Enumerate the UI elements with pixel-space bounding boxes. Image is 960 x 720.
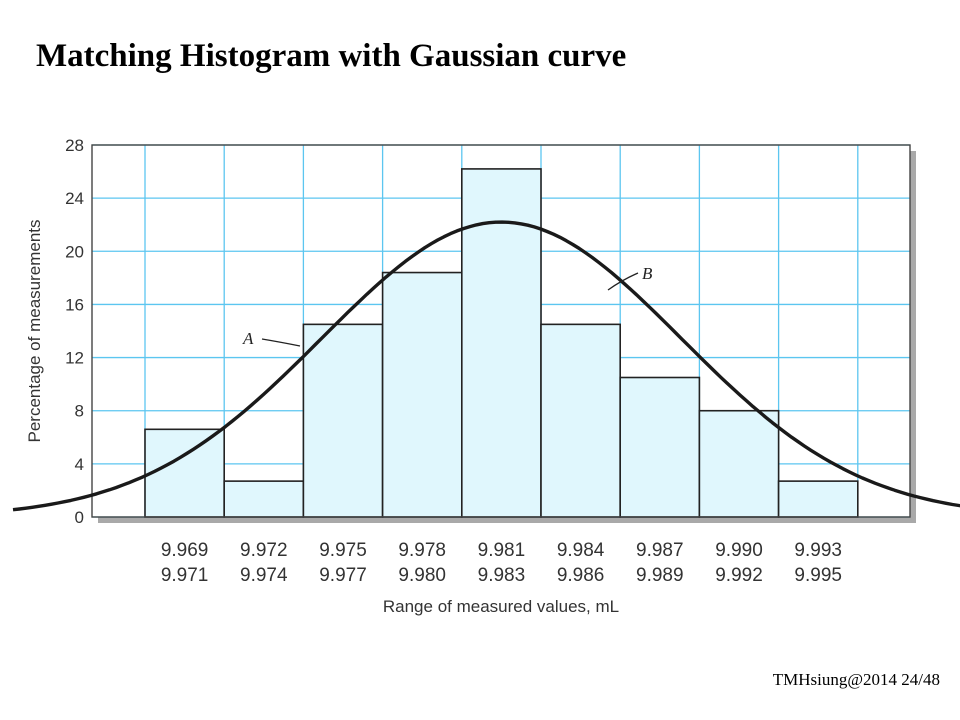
x-category-label-start: 9.987 — [636, 540, 684, 561]
y-tick-label: 12 — [65, 349, 84, 368]
histogram-bar — [302, 323, 384, 518]
y-tick-label: 8 — [75, 402, 84, 421]
histogram-bar — [777, 480, 859, 518]
x-category-label-end: 9.992 — [715, 565, 763, 586]
y-tick-label: 4 — [75, 455, 84, 474]
histogram-bar — [381, 271, 463, 518]
plot-frame — [91, 144, 911, 518]
x-category-label-start: 9.993 — [794, 540, 842, 561]
x-category-label-end: 9.974 — [240, 565, 288, 586]
y-tick-label: 28 — [65, 136, 84, 155]
annotation-a-label: A — [242, 329, 254, 348]
slide-title: Matching Histogram with Gaussian curve — [36, 38, 627, 74]
x-category-label-start: 9.984 — [557, 540, 605, 561]
histogram-bar — [540, 323, 621, 518]
x-category-label-start: 9.990 — [715, 540, 763, 561]
annotation-a-leader — [261, 338, 301, 347]
slide-footer: TMHsiung@2014 24/48 — [772, 670, 940, 689]
gaussian-curve — [12, 220, 960, 512]
x-category-label-start: 9.981 — [478, 540, 526, 561]
x-category-label-end: 9.989 — [636, 565, 684, 586]
x-category-label-end: 9.983 — [478, 565, 526, 586]
x-category-label-start: 9.975 — [319, 540, 367, 561]
x-category-label-end: 9.971 — [161, 565, 209, 586]
y-axis-title: Percentage of measurements — [25, 219, 44, 442]
x-axis-title: Range of measured values, mL — [383, 597, 619, 616]
y-tick-label: 20 — [65, 242, 84, 261]
x-category-label-start: 9.978 — [398, 540, 446, 561]
annotation-b-label: B — [642, 264, 653, 283]
x-category-label-end: 9.980 — [398, 565, 446, 586]
x-category-label-end: 9.977 — [319, 565, 367, 586]
histogram-bar — [144, 428, 225, 518]
histogram-bar — [619, 376, 701, 518]
annotation-b-leader — [607, 272, 639, 291]
y-tick-label: 24 — [65, 189, 84, 208]
histogram-bar — [223, 480, 305, 518]
y-tick-label: 16 — [65, 295, 84, 314]
x-category-label-end: 9.986 — [557, 565, 605, 586]
y-tick-label: 0 — [75, 508, 84, 527]
x-category-label-start: 9.972 — [240, 540, 288, 561]
x-category-label-start: 9.969 — [161, 540, 209, 561]
histogram-bar — [698, 409, 780, 518]
x-category-label-end: 9.995 — [794, 565, 842, 586]
